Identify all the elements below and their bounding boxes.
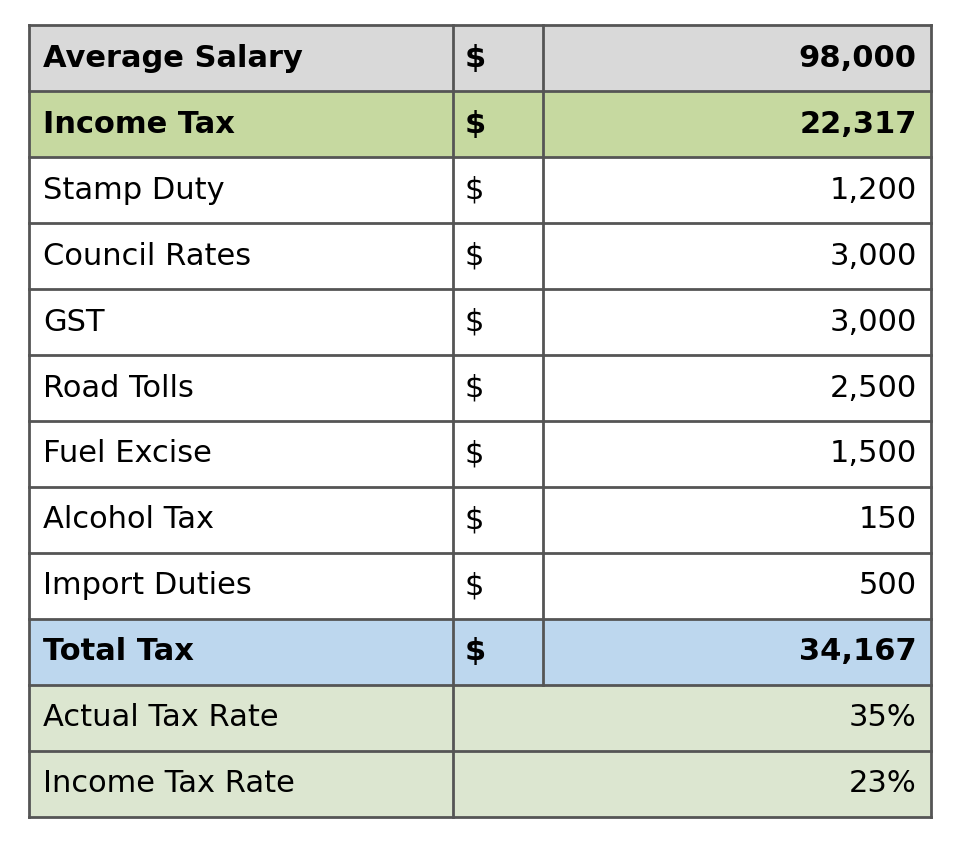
Text: 22,317: 22,317 xyxy=(800,109,917,139)
Text: $: $ xyxy=(465,176,484,205)
Text: 1,500: 1,500 xyxy=(829,440,917,468)
FancyBboxPatch shape xyxy=(29,223,453,289)
FancyBboxPatch shape xyxy=(29,91,453,157)
Text: Average Salary: Average Salary xyxy=(43,44,303,72)
FancyBboxPatch shape xyxy=(453,487,543,553)
Text: GST: GST xyxy=(43,307,105,337)
FancyBboxPatch shape xyxy=(453,685,931,751)
Text: Income Tax Rate: Income Tax Rate xyxy=(43,770,295,798)
Text: 2,500: 2,500 xyxy=(829,374,917,402)
FancyBboxPatch shape xyxy=(543,91,931,157)
FancyBboxPatch shape xyxy=(453,91,543,157)
FancyBboxPatch shape xyxy=(453,619,543,685)
FancyBboxPatch shape xyxy=(29,157,453,223)
Text: 500: 500 xyxy=(858,572,917,600)
FancyBboxPatch shape xyxy=(543,223,931,289)
FancyBboxPatch shape xyxy=(29,355,453,421)
FancyBboxPatch shape xyxy=(29,25,453,91)
Text: $: $ xyxy=(465,242,484,270)
Text: 3,000: 3,000 xyxy=(829,242,917,270)
FancyBboxPatch shape xyxy=(453,289,543,355)
Text: Import Duties: Import Duties xyxy=(43,572,252,600)
Text: Council Rates: Council Rates xyxy=(43,242,252,270)
FancyBboxPatch shape xyxy=(543,553,931,619)
FancyBboxPatch shape xyxy=(29,553,453,619)
FancyBboxPatch shape xyxy=(29,619,453,685)
Text: 150: 150 xyxy=(858,505,917,535)
Text: Road Tolls: Road Tolls xyxy=(43,374,194,402)
FancyBboxPatch shape xyxy=(453,553,543,619)
Text: 3,000: 3,000 xyxy=(829,307,917,337)
FancyBboxPatch shape xyxy=(543,619,931,685)
Text: 98,000: 98,000 xyxy=(799,44,917,72)
FancyBboxPatch shape xyxy=(453,223,543,289)
Text: $: $ xyxy=(465,637,486,666)
FancyBboxPatch shape xyxy=(453,157,543,223)
Text: 23%: 23% xyxy=(849,770,917,798)
Text: Total Tax: Total Tax xyxy=(43,637,194,666)
FancyBboxPatch shape xyxy=(29,487,453,553)
FancyBboxPatch shape xyxy=(29,289,453,355)
FancyBboxPatch shape xyxy=(543,355,931,421)
Text: $: $ xyxy=(465,505,484,535)
Text: Fuel Excise: Fuel Excise xyxy=(43,440,212,468)
FancyBboxPatch shape xyxy=(543,289,931,355)
Text: 35%: 35% xyxy=(849,703,917,733)
Text: $: $ xyxy=(465,109,486,139)
FancyBboxPatch shape xyxy=(453,25,543,91)
FancyBboxPatch shape xyxy=(543,421,931,487)
Text: Stamp Duty: Stamp Duty xyxy=(43,176,225,205)
FancyBboxPatch shape xyxy=(29,685,453,751)
Text: $: $ xyxy=(465,440,484,468)
FancyBboxPatch shape xyxy=(543,25,931,91)
FancyBboxPatch shape xyxy=(29,751,453,817)
FancyBboxPatch shape xyxy=(543,487,931,553)
FancyBboxPatch shape xyxy=(543,157,931,223)
FancyBboxPatch shape xyxy=(453,751,931,817)
FancyBboxPatch shape xyxy=(29,421,453,487)
Text: Income Tax: Income Tax xyxy=(43,109,235,139)
Text: Actual Tax Rate: Actual Tax Rate xyxy=(43,703,278,733)
Text: 1,200: 1,200 xyxy=(829,176,917,205)
Text: $: $ xyxy=(465,374,484,402)
FancyBboxPatch shape xyxy=(453,421,543,487)
Text: $: $ xyxy=(465,44,486,72)
Text: Alcohol Tax: Alcohol Tax xyxy=(43,505,214,535)
Text: $: $ xyxy=(465,572,484,600)
FancyBboxPatch shape xyxy=(453,355,543,421)
Text: $: $ xyxy=(465,307,484,337)
Text: 34,167: 34,167 xyxy=(799,637,917,666)
